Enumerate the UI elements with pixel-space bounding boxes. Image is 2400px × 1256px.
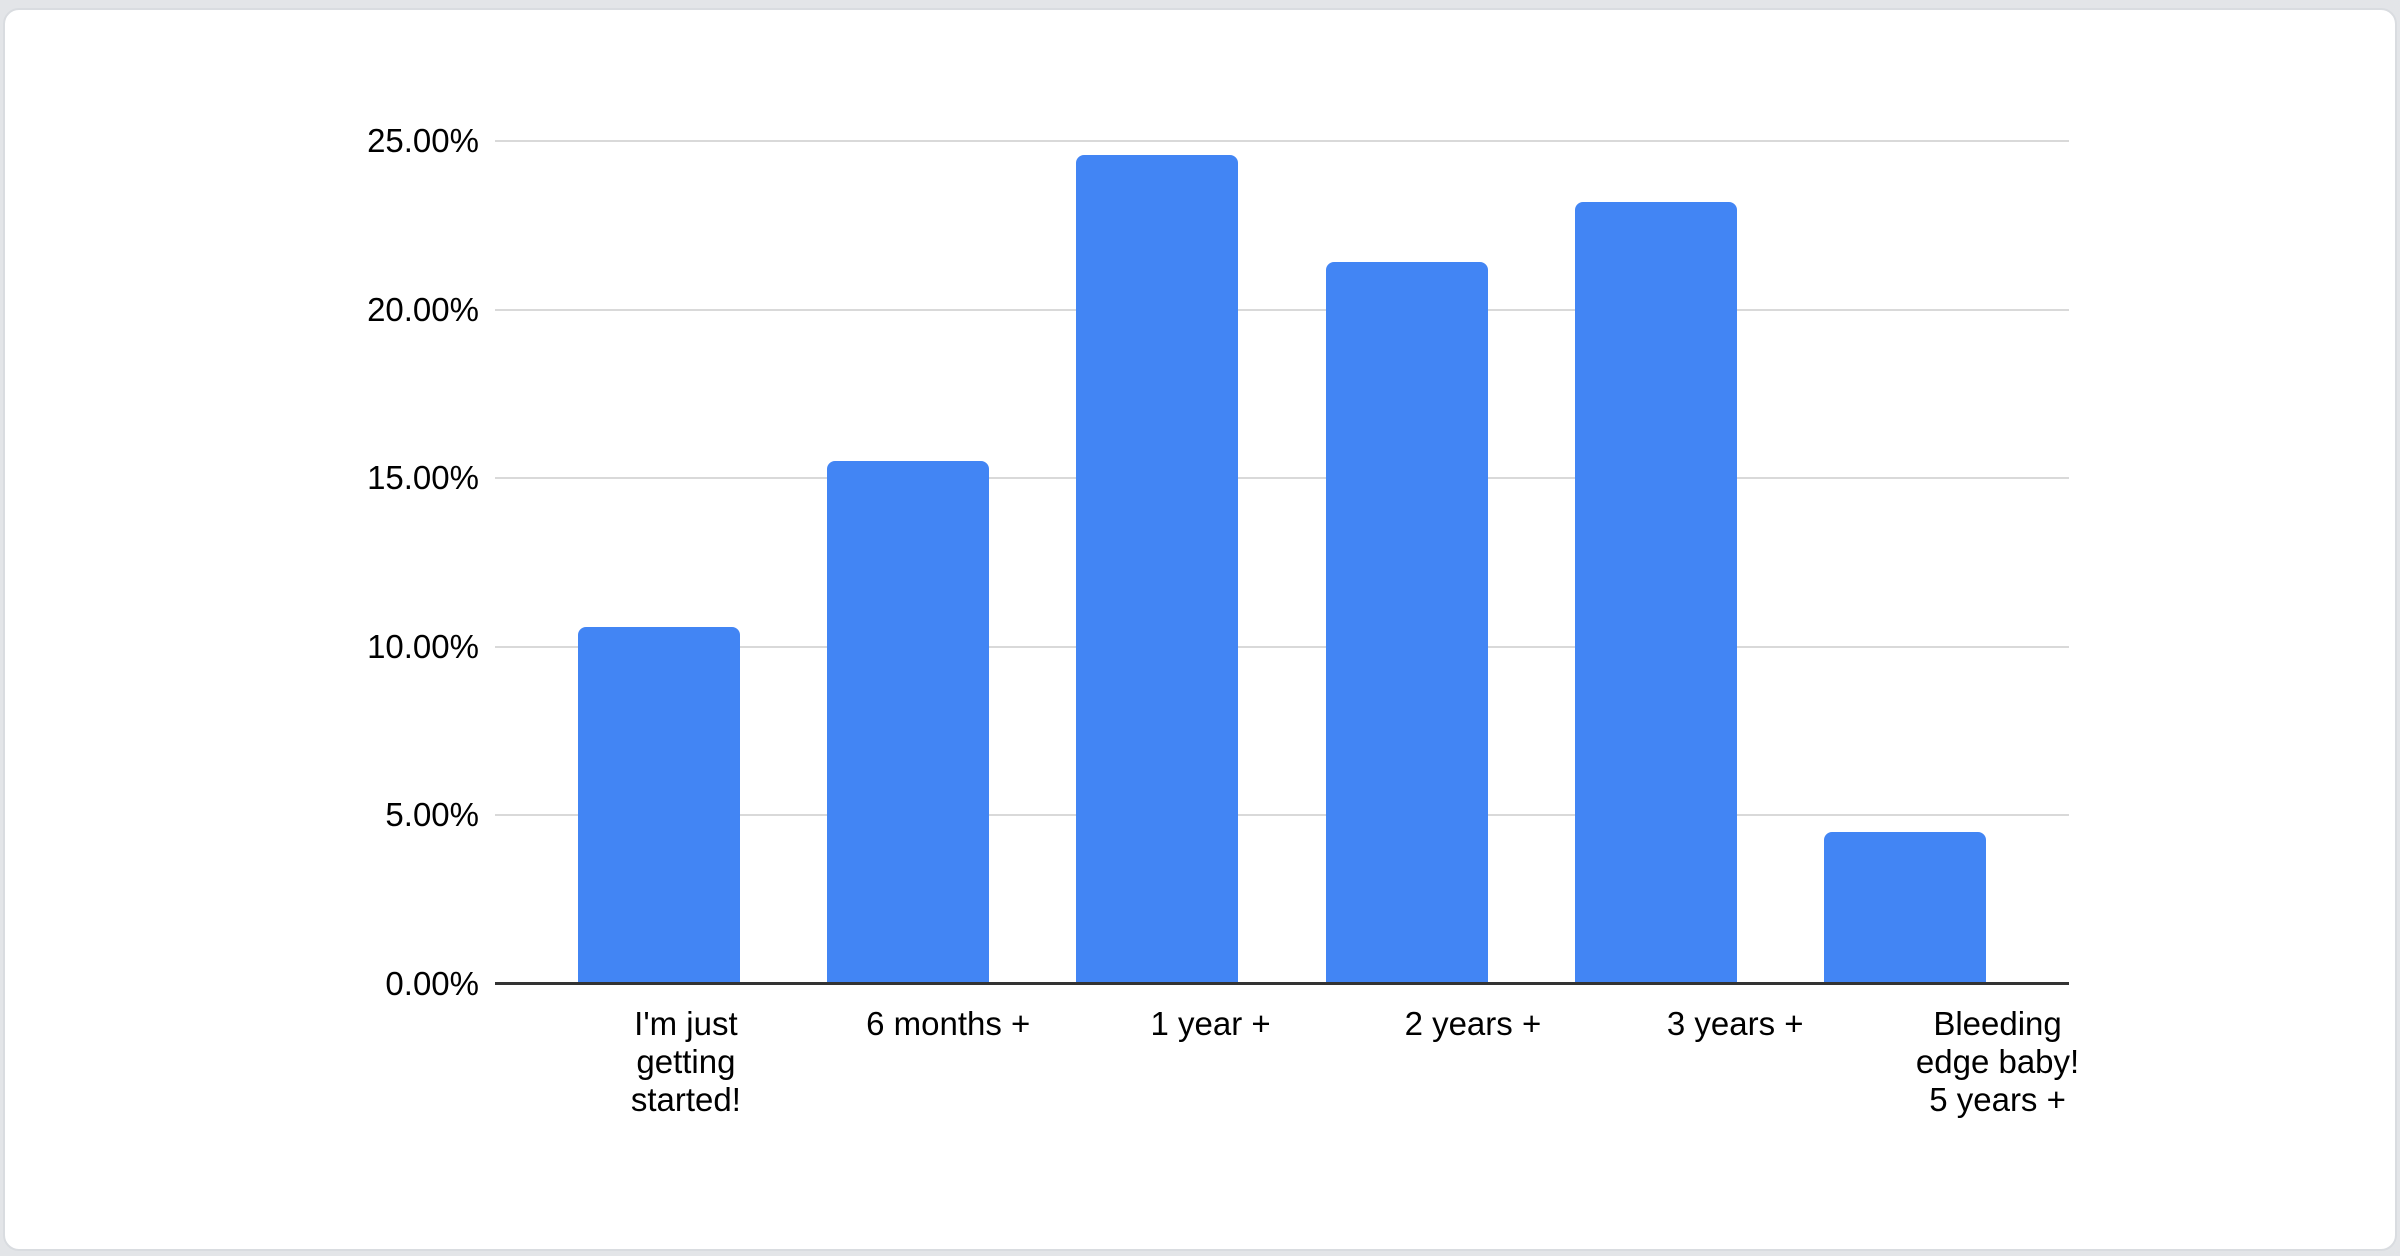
x-category-label-line: getting xyxy=(636,1043,736,1080)
x-category-label-line: started! xyxy=(630,1081,741,1118)
y-tick-label: 20.00% xyxy=(367,290,479,328)
y-tick-label: 5.00% xyxy=(385,796,479,834)
bar-cell xyxy=(1531,141,1780,984)
x-axis-line xyxy=(495,982,2069,985)
bar-3 xyxy=(1076,154,1239,984)
x-category-label-line: edge baby! xyxy=(1915,1043,2080,1080)
gridline xyxy=(495,477,2069,480)
chart-card: 0.00% 5.00% 10.00% 15.00% 20.00% 25.00% I'm j… xyxy=(3,8,2397,1251)
gridline xyxy=(495,308,2069,311)
x-category-label: 3 years + xyxy=(1604,1005,1866,1119)
y-tick-label: 10.00% xyxy=(367,627,479,665)
gridline xyxy=(495,814,2069,817)
y-axis: 0.00% 5.00% 10.00% 15.00% 20.00% 25.00% xyxy=(5,124,479,1001)
x-category-label-line: Bleeding xyxy=(1933,1005,2062,1042)
x-category-label-line: 3 years + xyxy=(1666,1005,1804,1042)
gridline xyxy=(495,140,2069,142)
bars-row xyxy=(495,141,2069,984)
bar-1 xyxy=(577,626,740,984)
bar-6 xyxy=(1824,832,1987,984)
bar-4 xyxy=(1325,262,1488,984)
bar-5 xyxy=(1574,201,1737,984)
y-tick-label: 15.00% xyxy=(367,459,479,497)
bar-2 xyxy=(827,461,990,984)
x-category-label-line: 6 months + xyxy=(866,1005,1031,1042)
plot-area xyxy=(495,140,2069,985)
x-axis: I'm just getting started! 6 months + 1 year … xyxy=(495,1005,2189,1119)
x-category-label-line: 1 year + xyxy=(1150,1005,1271,1042)
bar-cell xyxy=(534,141,783,984)
bar-cell xyxy=(1033,141,1282,984)
bar-cell xyxy=(1282,141,1531,984)
x-category-label-line: I'm just xyxy=(634,1005,738,1042)
x-category-label-line: 5 years + xyxy=(1929,1081,2066,1118)
x-category-label: 6 months + xyxy=(817,1005,1079,1119)
bar-cell xyxy=(784,141,1033,984)
x-category-label-line: 2 years + xyxy=(1404,1005,1542,1042)
bar-cell xyxy=(1780,141,2029,984)
gridline xyxy=(495,645,2069,648)
x-category-label: 1 year + xyxy=(1079,1005,1341,1119)
x-category-label: I'm just getting started! xyxy=(555,1005,817,1119)
y-tick-label: 25.00% xyxy=(367,122,479,159)
y-tick-label: 0.00% xyxy=(385,965,479,1002)
x-category-label: 2 years + xyxy=(1342,1005,1604,1119)
x-category-label: Bleeding edge baby! 5 years + xyxy=(1866,1005,2128,1119)
